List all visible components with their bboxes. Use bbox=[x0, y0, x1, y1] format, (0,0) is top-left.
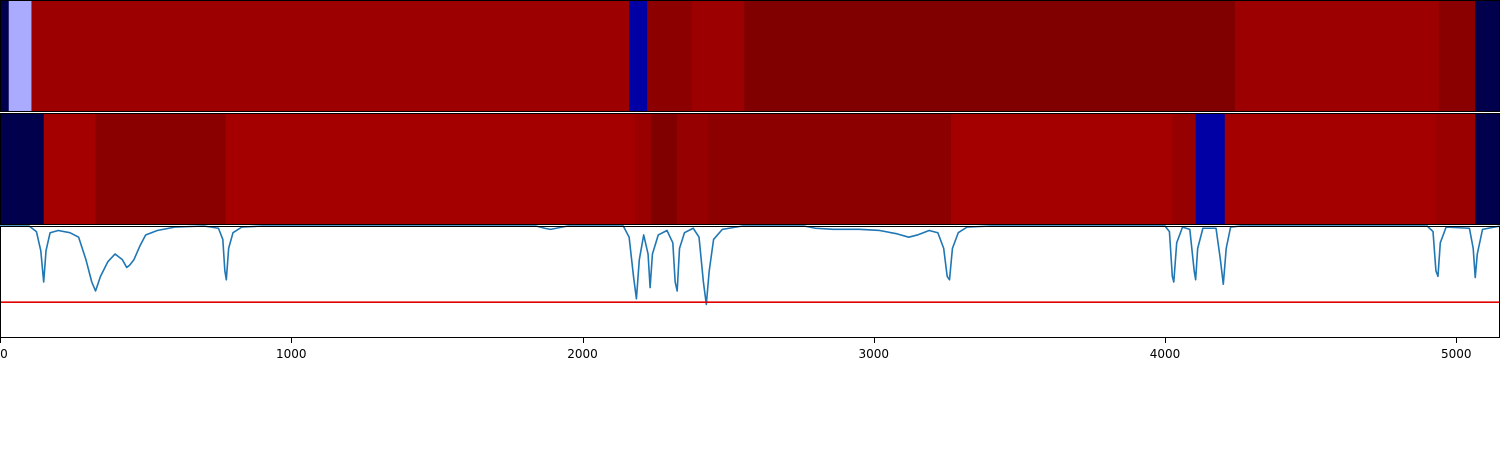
heatmap-segment bbox=[43, 113, 97, 225]
heatmap-segment bbox=[31, 0, 630, 112]
heatmap-segment bbox=[225, 113, 636, 225]
x-tick-label: 0 bbox=[0, 347, 8, 361]
heatmap-segment bbox=[1435, 113, 1476, 225]
series-line bbox=[0, 225, 1500, 306]
heatmap-segment bbox=[0, 113, 45, 225]
heatmap-segment bbox=[629, 0, 648, 112]
x-tick-label: 4000 bbox=[1150, 347, 1181, 361]
heatmap-segment bbox=[1438, 0, 1476, 112]
heatmap-segment bbox=[744, 0, 1236, 112]
heatmap-track-middle bbox=[0, 113, 1500, 225]
x-tick-label: 1000 bbox=[276, 347, 307, 361]
heatmap-segment bbox=[1475, 113, 1500, 225]
heatmap-track-top bbox=[0, 0, 1500, 112]
heatmap-segment bbox=[647, 0, 693, 112]
heatmap-segment bbox=[650, 113, 678, 225]
heatmap-segment bbox=[950, 113, 1173, 225]
x-tick-label: 2000 bbox=[567, 347, 598, 361]
heatmap-segment bbox=[677, 113, 709, 225]
heatmap-segment bbox=[1224, 113, 1437, 225]
heatmap-segment bbox=[1172, 113, 1197, 225]
heatmap-segment bbox=[0, 0, 10, 112]
heatmap-segment bbox=[1475, 0, 1500, 112]
line-plot-panel bbox=[0, 225, 1500, 338]
x-axis: 0 1000 2000 3000 4000 5000 bbox=[0, 338, 1472, 361]
heatmap-segment bbox=[95, 113, 227, 225]
line-panel-background bbox=[0, 226, 1500, 338]
heatmap-segment bbox=[8, 0, 32, 112]
x-tick-label: 3000 bbox=[859, 347, 890, 361]
heatmap-segment bbox=[691, 0, 745, 112]
x-tick-label: 5000 bbox=[1441, 347, 1472, 361]
heatmap-segment bbox=[707, 113, 952, 225]
heatmap-segment bbox=[1195, 113, 1226, 225]
heatmap-segment bbox=[1234, 0, 1440, 112]
heatmap-segment bbox=[634, 113, 652, 225]
